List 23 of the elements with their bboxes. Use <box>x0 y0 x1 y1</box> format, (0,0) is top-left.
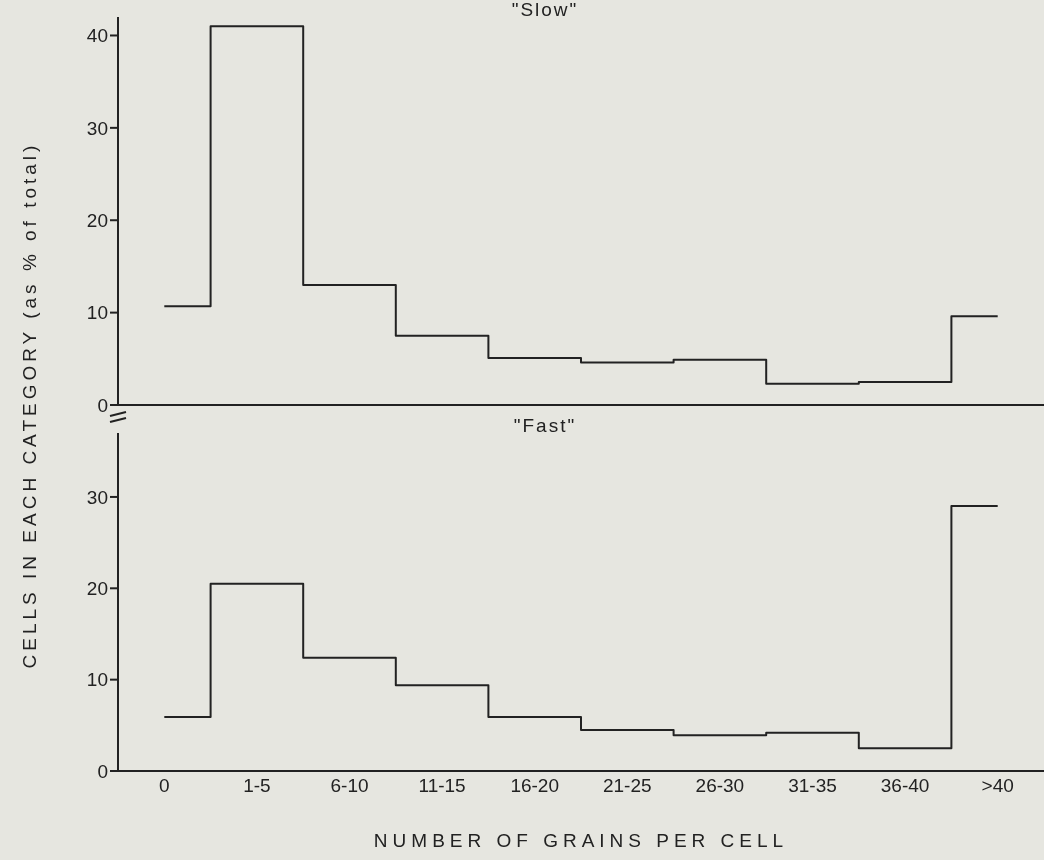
x-tick-label: 1-5 <box>243 775 271 797</box>
y-axis-title: CELLS IN EACH CATEGORY (as % of total) <box>19 141 41 669</box>
x-tick-label: 0 <box>159 775 170 797</box>
y-tick-label: 30 <box>86 486 108 508</box>
y-tick-label: 40 <box>86 25 108 47</box>
x-tick-label: >40 <box>981 775 1014 797</box>
chart-title: "Fast" <box>513 415 577 436</box>
chart-title: "Slow" <box>510 0 580 21</box>
x-tick-label: 16-20 <box>510 775 559 797</box>
y-tick-label: 10 <box>86 669 108 691</box>
y-tick-label: 20 <box>86 578 108 600</box>
y-tick-label: 0 <box>97 760 108 782</box>
x-tick-label: 6-10 <box>330 775 369 797</box>
x-tick-label: 21-25 <box>603 775 652 797</box>
x-tick-label: 26-30 <box>695 775 745 797</box>
y-tick-label: 0 <box>97 394 108 416</box>
y-tick-label: 30 <box>86 117 108 139</box>
x-tick-label: 31-35 <box>788 775 837 797</box>
x-axis-title: NUMBER OF GRAINS PER CELL <box>373 830 789 851</box>
y-tick-label: 20 <box>86 209 108 231</box>
y-tick-label: 10 <box>86 302 108 324</box>
x-tick-label: 11-15 <box>418 775 466 797</box>
x-tick-label: 36-40 <box>880 775 930 797</box>
